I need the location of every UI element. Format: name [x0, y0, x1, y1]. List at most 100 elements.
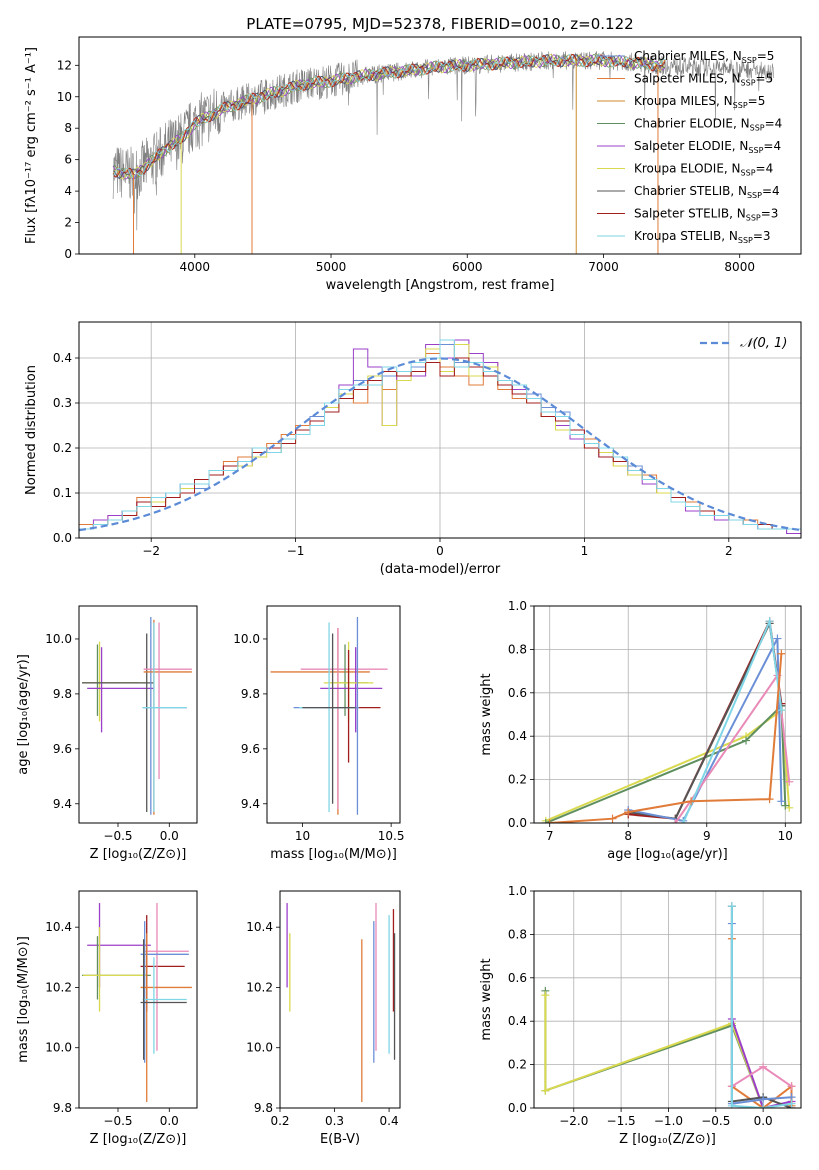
- x-tick-label: 0.2: [270, 1114, 289, 1128]
- legend-suffix: =3: [753, 229, 771, 243]
- legend-suffix: =5: [756, 72, 774, 86]
- y-axis-label: Flux [fλ10⁻¹⁷ erg cm⁻² s⁻¹ A⁻¹]: [24, 47, 39, 244]
- mass-weight-line: [628, 620, 783, 820]
- mass-weight-marker: [727, 1101, 736, 1108]
- axes-frame: [266, 605, 401, 824]
- x-axis-label: mass [log₁₀(M/M⊙)]: [270, 847, 397, 862]
- x-tick-label: −0.5: [701, 1114, 730, 1128]
- y-tick-label: 2: [64, 216, 72, 230]
- axes-frame: [78, 605, 198, 824]
- mass-weight-line: [545, 703, 787, 823]
- spectrum-panel: 4000 5000 6000 7000 8000 0 2 4 6 8 10 12 wavelength …: [24, 36, 802, 293]
- x-tick-label: −0.5: [103, 1114, 132, 1128]
- y-tick-label: 0.6: [508, 971, 527, 985]
- y-tick-label: 0.4: [53, 351, 72, 365]
- mass-weight-line: [731, 1065, 793, 1088]
- x-axis-label: (data-model)/error: [380, 562, 501, 577]
- x-tick-label: −2.0: [559, 1114, 588, 1128]
- legend-label: Salpeter ELODIE, NSSP=4: [634, 139, 781, 155]
- x-tick-label: 9: [703, 829, 711, 843]
- histogram-step-line: [79, 339, 801, 538]
- x-tick-label: 7: [546, 829, 554, 843]
- mass-weight-vs-age-panel: 7 8 9 10 0.0 0.2 0.4 0.6 0.8 1.0 age [log₁₀(age/yr…: [479, 599, 802, 862]
- plot-area: [82, 616, 192, 815]
- plot-area: [541, 617, 794, 823]
- plot-area: [82, 903, 192, 1102]
- y-tick-label: 0.2: [53, 441, 72, 455]
- y-tick-label: 0.3: [53, 396, 72, 410]
- x-tick-label: 10: [295, 829, 310, 843]
- y-tick-label: 1.0: [508, 599, 527, 613]
- mass-weight-marker: [624, 808, 633, 817]
- mass-weight-marker: [671, 819, 680, 823]
- x-axis-label: wavelength [Angstrom, rest frame]: [326, 278, 555, 293]
- mass-weight-line: [544, 995, 765, 1108]
- y-tick-label: 0.6: [508, 686, 527, 700]
- y-tick-label: 4: [64, 184, 72, 198]
- x-tick-label: 8000: [724, 260, 755, 274]
- mass-weight-marker: [545, 819, 554, 823]
- y-axis-label: mass [log₁₀(M/M⊙)]: [16, 936, 31, 1063]
- legend-suffix: =3: [761, 207, 779, 221]
- axes-frame: [533, 890, 802, 1109]
- x-tick-label: 7000: [588, 260, 619, 274]
- legend-label: Kroupa ELODIE, NSSP=4: [634, 162, 773, 178]
- axes-frame: [78, 890, 198, 1109]
- x-tick-label: 10.5: [378, 829, 405, 843]
- y-axis-label: mass weight: [479, 673, 494, 755]
- y-tick-label: 10.4: [45, 920, 72, 934]
- axes-frame: [78, 36, 802, 255]
- mass-weight-marker: [787, 1099, 796, 1108]
- y-axis-label: Normed distribution: [24, 365, 39, 495]
- x-axis-label: E(B-V): [320, 1132, 360, 1147]
- mass-vs-metallicity-panel: −0.5 0.0 9.8 10.0 10.2 10.4 Z [log₁₀(Z/Z⊙)] mas…: [16, 890, 198, 1147]
- mass-weight-line: [544, 990, 765, 1108]
- age-vs-mass-panel: 10 10.5 9.4 9.6 9.8 10.0 mass [log₁₀(M/M⊙)]: [233, 605, 405, 862]
- mass-weight-marker: [541, 819, 550, 823]
- y-tick-label: 0.0: [508, 816, 527, 830]
- mass-weight-marker: [759, 1062, 768, 1071]
- legend-suffix: =4: [762, 184, 780, 198]
- y-tick-label: 0.0: [53, 531, 72, 545]
- legend-subscript: SSP: [733, 101, 748, 110]
- y-tick-label: 0.0: [508, 1101, 527, 1115]
- legend-label: Salpeter STELIB, NSSP=3: [634, 207, 778, 223]
- x-tick-label: −1: [287, 544, 305, 558]
- x-tick-label: −0.5: [103, 829, 132, 843]
- y-tick-label: 0.2: [508, 773, 527, 787]
- legend-subscript: SSP: [738, 236, 753, 245]
- legend-suffix: =5: [757, 49, 775, 63]
- legend-suffix: =4: [765, 117, 783, 131]
- x-tick-label: 1: [581, 544, 589, 558]
- legend-label: Chabrier STELIB, NSSP=4: [634, 184, 780, 200]
- mass-weight-marker: [765, 617, 774, 626]
- axes-frame: [279, 890, 401, 1109]
- legend-subscript: SSP: [741, 79, 756, 88]
- legend-label: Kroupa STELIB, NSSP=3: [634, 229, 771, 245]
- y-tick-label: 0: [64, 247, 72, 261]
- figure-title: PLATE=0795, MJD=52378, FIBERID=0010, z=0…: [246, 15, 633, 33]
- mass-vs-ebv-panel: 0.2 0.3 0.4 9.8 10.0 10.2 10.4 E(B-V): [246, 890, 401, 1147]
- legend-subscript: SSP: [746, 214, 761, 223]
- mass-weight-line: [730, 938, 793, 1108]
- x-tick-label: 10: [778, 829, 793, 843]
- x-tick-label: 0.0: [160, 829, 179, 843]
- model-spectrum-line: [112, 54, 666, 179]
- y-tick-label: 8: [64, 121, 72, 135]
- legend-label: Chabrier ELODIE, NSSP=4: [634, 117, 782, 133]
- y-tick-label: 10.0: [45, 1041, 72, 1055]
- mass-weight-marker: [785, 777, 794, 786]
- y-axis-label: age [log₁₀(age/yr)]: [16, 654, 31, 775]
- y-tick-label: 0.4: [508, 729, 527, 743]
- x-axis-label: Z [log₁₀(Z/Z⊙)]: [90, 847, 187, 862]
- mass-weight-line: [628, 638, 783, 822]
- mass-weight-marker: [785, 803, 794, 812]
- plot-area: [270, 616, 388, 815]
- mass-weight-marker: [541, 991, 550, 1000]
- mass-weight-marker: [781, 801, 790, 810]
- plot-area: [112, 51, 774, 254]
- y-tick-label: 10.0: [233, 632, 260, 646]
- legend-label: Kroupa MILES, NSSP=5: [634, 94, 765, 110]
- mass-weight-line: [730, 923, 792, 1105]
